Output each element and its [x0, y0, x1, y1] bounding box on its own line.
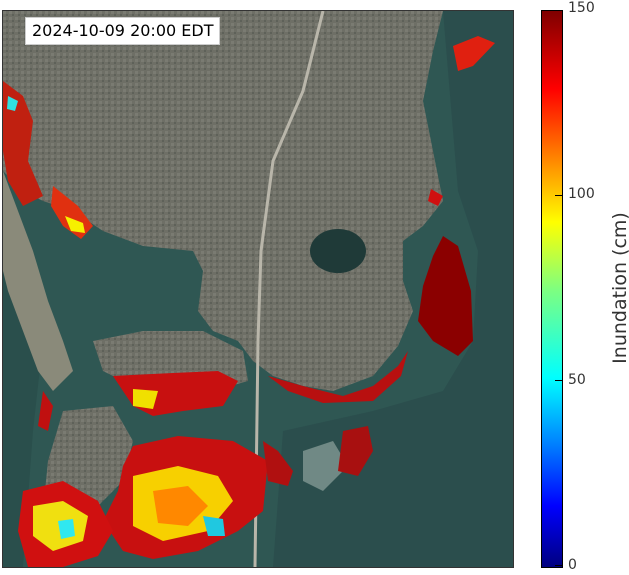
inundation-large-orange: [153, 486, 208, 526]
barrier-island: [3, 171, 73, 391]
tampa-bay-water: [273, 11, 513, 567]
colorbar-tick-label-0: 0: [568, 557, 577, 573]
colorbar-tick-100: [555, 195, 562, 196]
inundation-south-shore: [268, 351, 408, 403]
inundation-northeast: [453, 36, 495, 71]
satellite-map-layer: [3, 11, 513, 567]
timestamp-label: 2024-10-09 20:00 EDT: [25, 17, 221, 45]
inundation-bay-patch: [338, 426, 373, 476]
colorbar: [541, 10, 563, 568]
colorbar-tick-label-150: 150: [568, 0, 595, 16]
inundation-cyan-spot: [203, 516, 225, 536]
inundation-map[interactable]: [2, 10, 514, 568]
inundation-left-strip: [38, 391, 53, 431]
shallow-patch: [303, 441, 348, 491]
colorbar-tick-150: [555, 10, 562, 11]
inundation-south-yellow: [133, 389, 158, 409]
inundation-layer: [3, 36, 495, 567]
peninsula-land: [3, 11, 443, 391]
colorbar-tick-label-100: 100: [568, 186, 595, 202]
inundation-east-shore: [418, 236, 473, 356]
inundation-left-cyan: [7, 96, 18, 111]
inundation-channel: [263, 441, 293, 486]
inundation-southwest-cyan: [58, 519, 75, 539]
colorbar-tick-0: [555, 565, 562, 566]
inundation-left-edge: [3, 81, 43, 206]
colorbar-tick-50: [555, 380, 562, 381]
highway: [253, 11, 325, 567]
colorbar-tick-label-50: 50: [568, 372, 586, 388]
colorbar-title: Inundation (cm): [609, 212, 629, 364]
inner-lake: [310, 229, 366, 273]
inundation-west-yellow: [65, 216, 85, 233]
inundation-east-small: [428, 189, 443, 206]
